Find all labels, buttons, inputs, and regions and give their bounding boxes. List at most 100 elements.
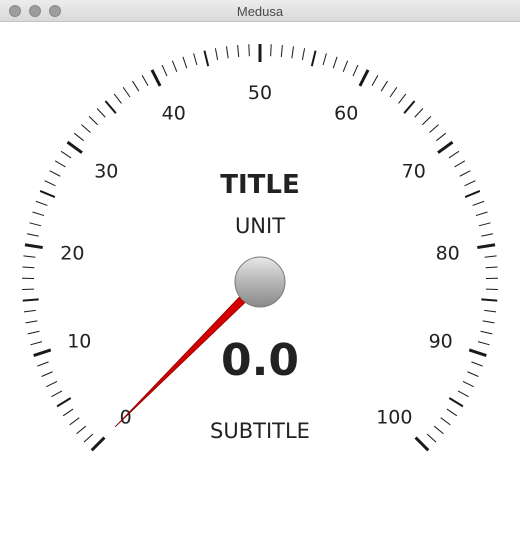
minor-tick xyxy=(171,60,178,73)
medium-tick xyxy=(448,397,464,408)
minor-tick xyxy=(30,341,43,346)
minor-tick xyxy=(472,200,485,206)
medium-tick xyxy=(310,50,317,67)
minor-tick xyxy=(480,330,493,335)
major-tick xyxy=(468,348,487,357)
minor-tick xyxy=(389,86,398,98)
minor-tick xyxy=(225,46,229,59)
minor-tick xyxy=(481,233,494,237)
tick-label: 80 xyxy=(436,242,460,264)
minor-tick xyxy=(49,170,61,177)
minor-tick xyxy=(477,341,490,346)
minor-tick xyxy=(421,116,432,126)
minor-tick xyxy=(484,309,497,313)
minor-tick xyxy=(69,417,80,426)
minor-tick xyxy=(27,330,40,335)
minor-tick xyxy=(113,93,122,104)
minor-tick xyxy=(426,433,437,443)
minor-tick xyxy=(88,116,99,126)
minor-tick xyxy=(482,320,495,324)
minor-tick xyxy=(436,132,447,142)
minor-tick xyxy=(429,124,439,133)
minor-tick xyxy=(51,390,63,398)
tick-label: 90 xyxy=(429,331,453,353)
minor-tick xyxy=(37,361,49,367)
title-bar[interactable]: Medusa xyxy=(0,0,520,22)
minor-tick xyxy=(485,266,498,269)
minor-tick xyxy=(141,75,149,86)
medium-tick xyxy=(39,189,56,198)
medium-tick xyxy=(22,298,39,302)
medium-tick xyxy=(56,397,72,408)
minor-tick xyxy=(380,80,388,92)
minor-tick xyxy=(448,150,460,159)
tick-label: 20 xyxy=(60,242,84,264)
gauge-value: 0.0 xyxy=(221,335,299,386)
minor-tick xyxy=(475,211,488,217)
window-title: Medusa xyxy=(236,4,284,19)
minor-tick xyxy=(22,266,35,269)
gauge-unit: UNIT xyxy=(235,214,285,238)
gauge: 0102030405060708090100 TITLE UNIT 0.0 SU… xyxy=(0,22,520,542)
gauge-subtitle: SUBTITLE xyxy=(210,419,310,443)
major-tick xyxy=(24,243,43,250)
minor-tick xyxy=(60,150,72,159)
minor-tick xyxy=(332,56,338,69)
tick-label: 50 xyxy=(248,82,272,104)
minor-tick xyxy=(182,56,188,69)
minor-tick xyxy=(44,180,56,187)
minor-tick xyxy=(193,53,198,66)
minor-tick xyxy=(32,211,45,217)
tick-label: 40 xyxy=(162,103,186,125)
major-tick xyxy=(437,140,454,154)
minor-tick xyxy=(352,64,359,77)
minor-tick xyxy=(23,309,36,313)
close-button[interactable] xyxy=(9,5,21,17)
gauge-ticks xyxy=(22,44,498,452)
tick-label: 100 xyxy=(376,406,412,428)
minor-tick xyxy=(342,60,349,73)
gauge-tick-labels: 0102030405060708090100 xyxy=(60,82,460,428)
major-tick xyxy=(150,69,162,87)
minor-tick xyxy=(457,390,469,398)
gauge-title: TITLE xyxy=(220,170,299,200)
gauge-knob xyxy=(234,256,286,308)
minor-tick xyxy=(471,361,483,367)
minor-tick xyxy=(398,93,407,104)
minor-tick xyxy=(161,64,168,77)
minor-tick xyxy=(440,417,451,426)
minor-tick xyxy=(29,222,42,227)
minor-tick xyxy=(122,86,131,98)
minor-tick xyxy=(484,255,497,258)
minor-tick xyxy=(35,200,48,206)
minor-tick xyxy=(237,45,240,58)
minor-tick xyxy=(462,380,474,388)
medium-tick xyxy=(481,298,498,302)
minimize-button[interactable] xyxy=(29,5,41,17)
minor-tick xyxy=(214,48,219,61)
minor-tick xyxy=(301,48,306,61)
zoom-button[interactable] xyxy=(49,5,61,17)
minor-tick xyxy=(467,371,479,377)
gauge-dial: 0102030405060708090100 TITLE UNIT 0.0 SU… xyxy=(22,44,498,452)
minor-tick xyxy=(26,233,39,237)
minor-tick xyxy=(81,124,91,133)
major-tick xyxy=(33,348,52,357)
tick-label: 70 xyxy=(402,160,426,182)
minor-tick xyxy=(46,380,58,388)
minor-tick xyxy=(83,433,94,443)
medium-tick xyxy=(203,50,210,67)
minor-tick xyxy=(96,108,106,118)
tick-label: 30 xyxy=(94,160,118,182)
minor-tick xyxy=(291,46,295,59)
minor-tick xyxy=(25,320,38,324)
minor-tick xyxy=(41,371,53,377)
major-tick xyxy=(414,436,430,452)
minor-tick xyxy=(270,44,272,57)
major-tick xyxy=(477,243,496,250)
minor-tick xyxy=(54,160,66,168)
minor-tick xyxy=(322,53,327,66)
major-tick xyxy=(66,140,83,154)
minor-tick xyxy=(464,180,476,187)
